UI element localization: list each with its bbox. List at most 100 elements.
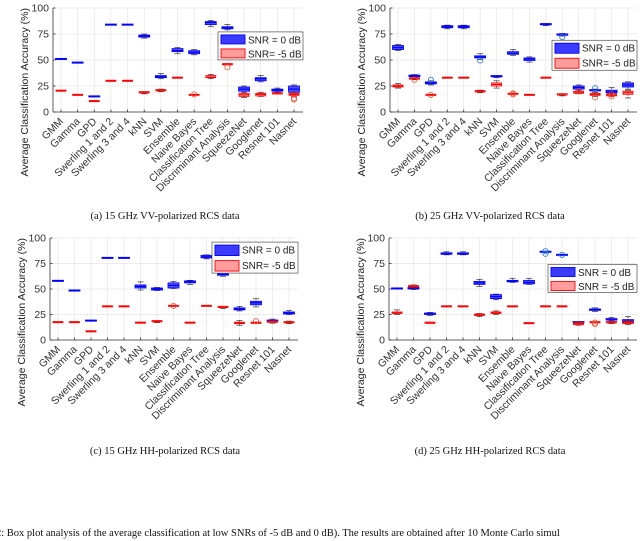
figure-caption: 2: Box plot analysis of the average clas… (0, 528, 560, 539)
outlier-point (608, 91, 615, 98)
box-plot-item (573, 321, 584, 326)
legend-swatch (550, 281, 576, 291)
outlier-point (411, 76, 418, 83)
box-plot-item (408, 284, 419, 289)
box-plot-item (135, 321, 146, 324)
box-plot-item (184, 279, 196, 285)
series-snr-minus5db (392, 76, 634, 101)
box-plot-item (391, 309, 403, 315)
box-plot-item (71, 61, 84, 64)
box-plot-item (556, 251, 568, 258)
box-plot-item (217, 305, 229, 309)
y-tick-label: 50 (373, 284, 385, 296)
box-plot-item (539, 23, 552, 27)
box-plot-item (172, 76, 183, 79)
box-plot-item (490, 75, 503, 79)
box-plot-item (457, 251, 469, 256)
box-plot-item (424, 76, 437, 86)
box-plot-item (188, 49, 201, 56)
box-plot-item (490, 293, 502, 301)
box-plot-item (200, 254, 213, 260)
y-tick-label: 75 (37, 29, 49, 41)
box-plot-item (171, 47, 184, 55)
box-plot-item (473, 278, 486, 287)
box-plot-item (134, 281, 147, 291)
y-tick-label: 0 (380, 107, 386, 119)
box-plot-item (222, 63, 233, 71)
y-axis-label: Average Classification Accuracy (%) (356, 8, 368, 176)
outlier-point (427, 76, 434, 83)
legend-label: SNR = 0 dB (248, 35, 301, 46)
box-plot-item (540, 76, 552, 79)
legend-swatch (554, 57, 580, 69)
box-plot-item (539, 248, 552, 257)
box-plot-item (441, 24, 454, 30)
box-plot-item (102, 305, 113, 308)
box-plot-item (118, 305, 130, 308)
box-plot-item (250, 318, 262, 325)
box-plot-item (122, 79, 133, 82)
box-plot-item (572, 84, 585, 91)
legend-swatch (214, 244, 240, 257)
y-tick-label: 75 (373, 258, 385, 270)
series-snr-minus5db (391, 284, 634, 328)
box-plot-item (271, 87, 284, 93)
y-tick-label: 25 (374, 81, 386, 93)
y-tick-label: 25 (34, 309, 46, 321)
box-plot-item (409, 76, 420, 83)
box-plot-item (606, 320, 617, 325)
box-plot-item (523, 322, 535, 325)
box-plot-item (151, 287, 163, 291)
box-plot-item (506, 277, 519, 283)
box-plot-item (490, 310, 502, 315)
y-tick-label: 25 (37, 81, 49, 93)
legend-label: SNR= -5 dB (248, 49, 302, 60)
box-plot-item (101, 256, 114, 259)
box-plot-item (474, 89, 486, 94)
box-plot-item (233, 305, 246, 312)
box-plot-item (457, 305, 469, 308)
box-plot-item (622, 81, 634, 90)
box-plot-item (622, 89, 634, 99)
legend-label: SNR = 0 dB (578, 268, 631, 279)
box-plot-item (217, 272, 229, 277)
box-plot-item (234, 320, 245, 326)
box-plot-item (55, 57, 67, 60)
y-tick-label: 100 (368, 3, 386, 15)
outlier-point (575, 88, 582, 95)
outlier-point (608, 93, 615, 100)
box-plot-item (288, 91, 300, 103)
box-plot-item (556, 305, 568, 308)
legend-swatch (220, 48, 246, 59)
box-plot-item (205, 74, 217, 80)
box-plot-item (605, 87, 618, 95)
box-plot-item (556, 33, 569, 41)
box-plot-item (254, 75, 267, 83)
box-plot-item (121, 23, 134, 26)
box-plot-item (88, 95, 101, 98)
legend-swatch (220, 34, 246, 45)
box-plot-item (425, 91, 437, 98)
box-plot-item (457, 24, 470, 30)
caption-b: (b) 25 GHz VV-polarized RCS data (415, 211, 565, 222)
outlier-point (542, 250, 549, 257)
y-axis-label: Average Classification Accuracy (%) (355, 238, 367, 406)
legend: SNR = 0 dB SNR= -5 dB (551, 39, 638, 71)
box-plot-item (474, 313, 485, 317)
box-plot-item (424, 321, 436, 324)
box-plot-item (72, 93, 84, 96)
y-tick-label: 50 (37, 55, 49, 67)
outlier-point (592, 85, 599, 92)
box-plot-item (138, 33, 151, 39)
box-plot-item (55, 89, 67, 92)
caption-a: (a) 15 GHz VV-polarized RCS data (90, 211, 240, 222)
y-tick-label: 100 (367, 233, 385, 245)
y-tick-label: 0 (43, 107, 49, 119)
series-snr-minus5db (52, 302, 295, 333)
outlier-point (592, 319, 599, 326)
outlier-point (559, 251, 566, 258)
